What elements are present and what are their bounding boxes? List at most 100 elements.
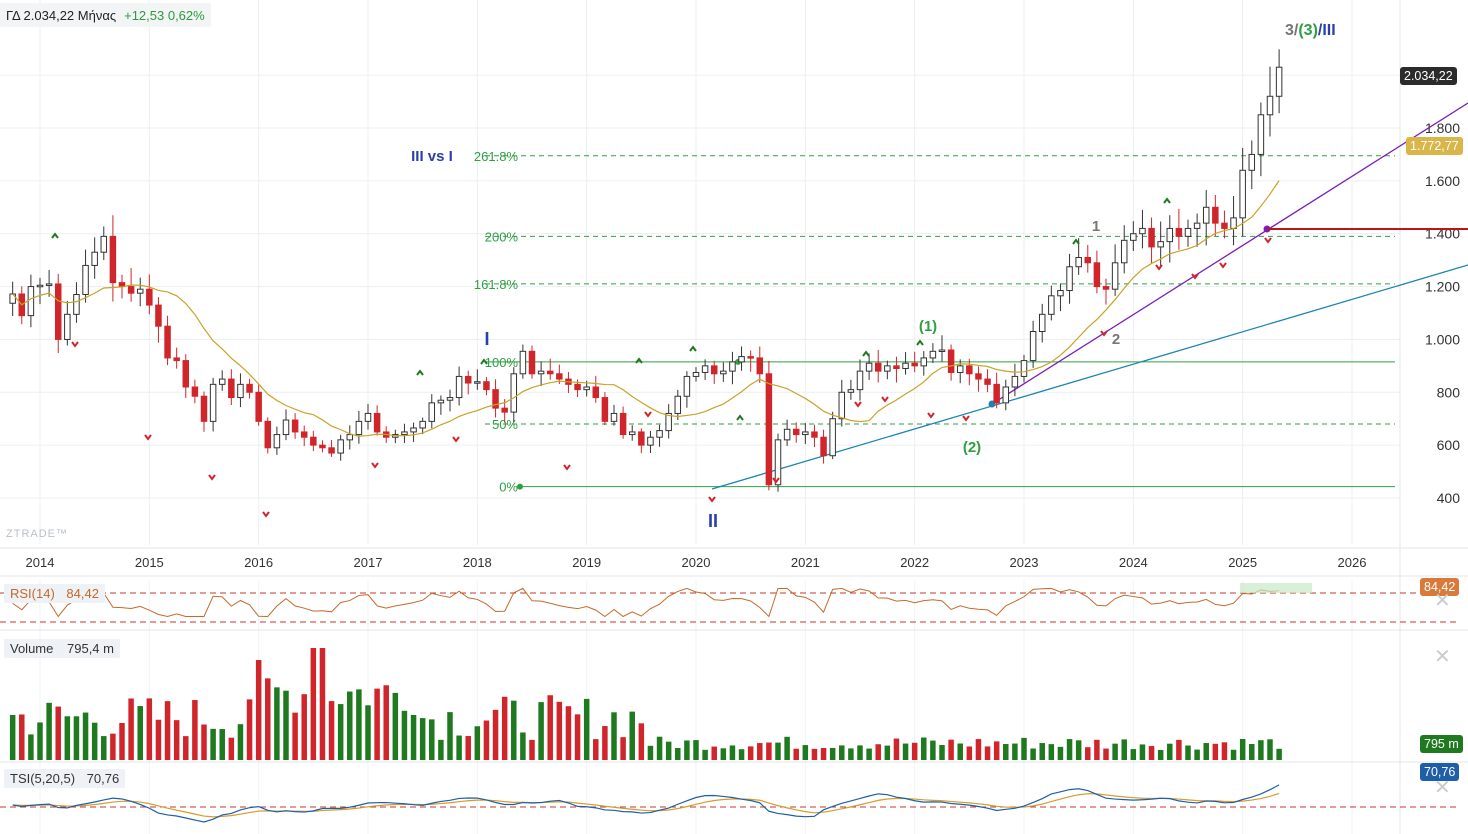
candle-body <box>792 428 800 436</box>
candle-body <box>100 235 108 253</box>
x-axis-tick-label: 2014 <box>26 555 55 570</box>
volume-bar <box>410 714 417 760</box>
candle-body <box>710 365 718 375</box>
volume-bar <box>866 748 872 760</box>
wave-label-part: /III <box>1318 22 1336 39</box>
close-tsi-pane-icon[interactable]: ✕ <box>1434 777 1451 799</box>
fractal-down-marker <box>1191 273 1199 280</box>
volume-bar <box>848 748 854 760</box>
candle-body <box>556 373 563 380</box>
tsi-signal-line <box>12 792 1280 818</box>
watermark-logo: ZTRADE™ <box>6 528 68 540</box>
x-axis-tick-label: 2016 <box>244 555 273 570</box>
candle-body <box>464 375 472 384</box>
volume-bar <box>966 746 973 760</box>
candle-body <box>619 412 627 436</box>
candle-body <box>1038 313 1046 333</box>
x-axis-tick-label: 2021 <box>791 555 820 570</box>
candle-body <box>783 428 791 441</box>
volume-bar <box>684 740 690 760</box>
candle-body <box>1266 95 1274 116</box>
candle-body <box>1248 153 1256 171</box>
volume-bar <box>702 749 708 760</box>
volume-bar <box>547 695 553 760</box>
candle-body <box>401 431 408 436</box>
candle-body <box>218 378 226 385</box>
volume-bar <box>1066 739 1073 760</box>
volume-bar <box>1103 748 1109 760</box>
candle-body <box>437 399 445 404</box>
candle-body <box>136 288 144 294</box>
fractal-down-marker <box>144 434 152 441</box>
candle-body <box>802 431 809 436</box>
candle-body <box>1020 360 1028 377</box>
rsi-value-tag: 84,42 <box>1420 578 1460 596</box>
volume-bar <box>1267 739 1273 760</box>
volume-bar <box>984 746 991 760</box>
candle-body <box>674 395 682 414</box>
candle-body <box>756 357 764 375</box>
volume-bar <box>638 723 645 760</box>
volume-bar <box>119 723 125 760</box>
fractal-down-marker <box>71 341 79 348</box>
fractal-down-marker <box>854 401 862 408</box>
candle-body <box>1111 262 1119 290</box>
y-axis-tick-label: 600 <box>1437 437 1461 453</box>
candle-body <box>155 304 162 327</box>
fib-level-label: 100% <box>485 355 519 370</box>
candle-body <box>1175 227 1183 237</box>
wave-label-part: 3/ <box>1285 22 1299 39</box>
rsi-name: RSI(14) <box>10 586 55 601</box>
candle-body <box>546 370 554 375</box>
volume-bar <box>538 702 544 760</box>
volume-bar <box>948 739 954 760</box>
candle-body <box>1193 222 1201 229</box>
fib-level-label: 200% <box>485 229 519 244</box>
volume-bar <box>292 712 298 760</box>
candle-body <box>310 436 317 446</box>
symbol-header: ΓΔ 2.034,22 Μήνας +12,53 0,62% <box>0 3 211 27</box>
rsi-overbought-fill <box>1240 583 1312 593</box>
volume-bar <box>930 740 936 760</box>
volume-bar <box>620 737 626 760</box>
candle-body <box>884 365 891 372</box>
candle-body <box>1157 241 1164 248</box>
candle-body <box>146 288 153 306</box>
close-rsi-pane-icon[interactable]: ✕ <box>1434 590 1451 612</box>
volume-bar <box>1212 743 1219 760</box>
y-axis-tick-label: 1.200 <box>1425 279 1460 295</box>
volume-bar <box>1194 749 1200 760</box>
volume-bar <box>255 660 262 760</box>
candle-body <box>474 381 481 384</box>
wave-label-top: 3/(3)/III <box>1285 22 1336 39</box>
candle-body <box>966 365 973 375</box>
candle-body <box>1093 262 1101 288</box>
moving-average-line <box>12 180 1280 437</box>
volume-bar <box>1130 749 1137 760</box>
fractal-down-marker <box>452 436 460 443</box>
candle-body <box>492 389 499 409</box>
volume-bar <box>356 689 362 760</box>
volume-bar <box>46 702 52 760</box>
volume-bar <box>128 698 134 760</box>
volume-bar <box>1230 749 1237 760</box>
volume-bar <box>419 718 426 760</box>
candle-body <box>1184 227 1192 237</box>
volume-bar <box>1012 743 1018 760</box>
wave-label-I: I <box>484 329 489 349</box>
volume-bar <box>893 738 900 760</box>
wave-label-part: (3) <box>1298 22 1318 39</box>
candle-body <box>610 412 618 422</box>
volume-bar <box>1057 746 1064 760</box>
volume-bar <box>283 690 289 760</box>
candle-body <box>847 389 855 393</box>
candle-body <box>975 373 982 380</box>
candle-body <box>45 283 53 286</box>
close-volume-pane-icon[interactable]: ✕ <box>1434 646 1451 668</box>
candle-body <box>255 391 262 422</box>
volume-bar <box>483 720 490 760</box>
candle-body <box>993 383 1000 404</box>
fractal-up-marker <box>736 414 744 421</box>
volume-bar <box>392 692 399 760</box>
